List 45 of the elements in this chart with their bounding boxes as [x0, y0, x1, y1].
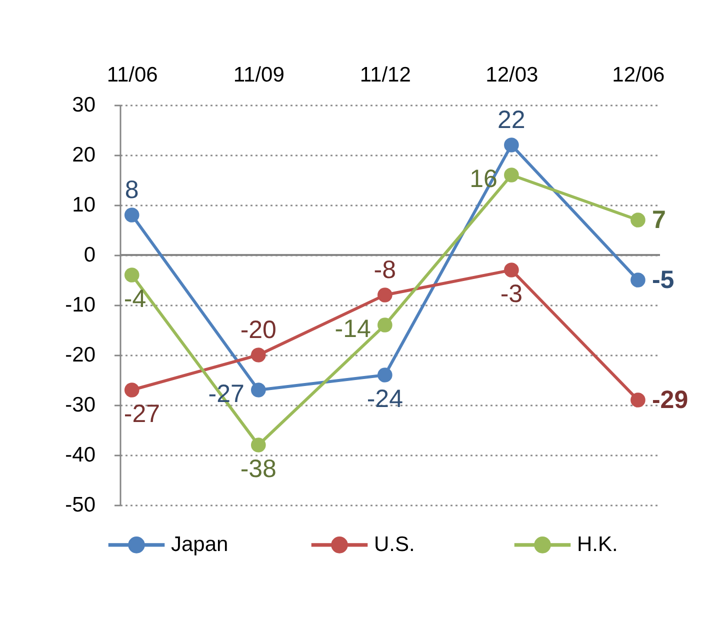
- y-tick-label: -50: [65, 494, 96, 516]
- data-label: -5: [652, 266, 674, 294]
- data-label: 8: [124, 176, 139, 204]
- x-tick-label: 11/06: [106, 64, 158, 86]
- data-label: -4: [124, 285, 146, 313]
- point: [630, 392, 646, 408]
- x-tick-label: 11/12: [360, 64, 411, 86]
- y-tick-label: -40: [65, 444, 96, 466]
- x-tick-label: 12/06: [612, 64, 665, 86]
- point: [124, 382, 140, 398]
- point: [504, 138, 519, 152]
- point: [378, 288, 392, 302]
- y-tick-label: -20: [65, 344, 96, 366]
- point: [124, 268, 140, 282]
- y-tick-label: 30: [72, 94, 96, 116]
- legend-label: U.S.: [374, 532, 415, 556]
- point: [504, 262, 519, 278]
- legend-label: Japan: [171, 532, 228, 556]
- y-tick-label: 10: [72, 194, 96, 216]
- point: [250, 348, 266, 362]
- point: [250, 382, 266, 398]
- point: [504, 168, 519, 182]
- legend-label: H.K.: [577, 532, 618, 556]
- y-tick-label: -10: [65, 294, 96, 316]
- x-tick-label: 12/03: [486, 64, 538, 86]
- data-label: -29: [652, 386, 688, 414]
- y-tick-label: 20: [72, 144, 96, 166]
- point: [630, 212, 646, 228]
- point: [124, 208, 140, 222]
- data-label: 22: [498, 106, 526, 134]
- data-label: -27: [124, 400, 160, 428]
- point: [378, 318, 392, 332]
- point: [378, 368, 392, 382]
- y-tick-label: 0: [84, 244, 96, 266]
- data-label: -3: [500, 280, 523, 308]
- data-label: -8: [374, 256, 396, 284]
- y-tick-label: -30: [65, 394, 96, 416]
- data-label: -24: [366, 385, 404, 413]
- x-tick-label: 11/09: [233, 64, 284, 86]
- data-label: -20: [240, 316, 276, 344]
- data-label: -38: [240, 455, 276, 483]
- point: [250, 438, 266, 452]
- point: [630, 272, 646, 288]
- data-label: 7: [652, 206, 666, 234]
- data-label: -14: [334, 315, 371, 343]
